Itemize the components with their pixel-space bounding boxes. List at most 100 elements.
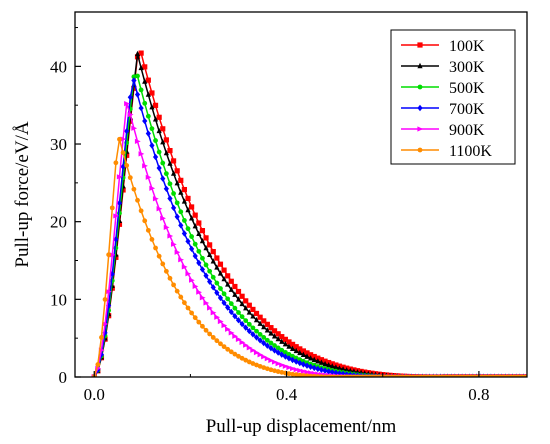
y-tick-label: 40 — [50, 57, 67, 76]
data-point — [271, 359, 278, 365]
data-point — [199, 266, 206, 273]
legend-marker — [417, 42, 423, 48]
data-point — [120, 163, 126, 170]
data-point — [138, 87, 144, 93]
data-point — [214, 289, 220, 296]
data-point — [261, 323, 267, 330]
data-point — [315, 374, 321, 377]
data-point — [124, 101, 130, 107]
data-point — [149, 103, 155, 110]
data-point — [131, 77, 137, 84]
data-point — [207, 251, 213, 258]
data-point — [250, 347, 257, 353]
data-point — [253, 350, 260, 356]
data-point — [293, 355, 299, 361]
data-point — [225, 273, 231, 279]
data-point — [254, 362, 259, 368]
data-point — [149, 142, 155, 149]
data-point — [174, 168, 180, 174]
legend-item: 100K — [401, 38, 485, 55]
data-point — [297, 346, 303, 352]
data-point — [109, 205, 115, 211]
data-point — [199, 295, 206, 301]
data-point — [117, 136, 122, 142]
data-point — [239, 339, 246, 345]
data-point — [250, 313, 256, 319]
data-point — [178, 189, 184, 195]
data-point — [152, 196, 159, 202]
data-point — [235, 296, 242, 302]
data-point — [228, 330, 235, 336]
data-point — [149, 236, 155, 242]
data-point — [203, 244, 209, 251]
data-point — [271, 328, 278, 334]
data-point — [131, 125, 138, 131]
data-point — [214, 338, 220, 344]
data-point — [235, 288, 242, 295]
data-point — [192, 283, 199, 289]
data-point — [170, 170, 177, 176]
data-point — [279, 362, 285, 368]
data-point — [261, 318, 267, 324]
y-tick-label: 10 — [50, 290, 67, 309]
data-point — [163, 185, 169, 192]
data-point — [300, 348, 307, 354]
data-point — [329, 363, 335, 369]
data-point — [261, 335, 267, 340]
data-point — [290, 353, 295, 359]
data-point — [163, 224, 170, 230]
data-point — [174, 180, 180, 186]
data-point — [163, 149, 169, 156]
data-point — [268, 325, 274, 331]
data-point — [134, 138, 141, 144]
data-point — [268, 330, 274, 336]
data-point — [156, 164, 162, 172]
data-point — [196, 230, 202, 236]
data-point — [318, 366, 325, 374]
data-point — [257, 352, 264, 358]
data-point — [322, 374, 328, 377]
data-point — [311, 356, 317, 363]
data-point — [199, 237, 206, 244]
data-point — [189, 215, 195, 221]
data-point — [308, 355, 314, 361]
data-point — [196, 319, 202, 325]
data-point — [131, 74, 137, 80]
data-point — [217, 270, 224, 276]
data-point — [217, 294, 224, 302]
data-point — [142, 163, 148, 169]
data-point — [138, 151, 145, 157]
data-point — [196, 289, 203, 295]
legend-label: 500K — [449, 80, 485, 97]
x-axis-title: Pull-up displacement/nm — [206, 416, 397, 437]
data-point — [271, 333, 278, 339]
data-point — [264, 356, 271, 362]
data-point — [120, 136, 127, 142]
data-point — [228, 308, 234, 316]
data-point — [189, 310, 195, 316]
y-tick-label: 30 — [50, 135, 67, 154]
data-point — [167, 195, 173, 202]
data-point — [127, 94, 133, 101]
data-point — [228, 278, 234, 284]
data-point — [246, 327, 252, 335]
data-point — [243, 324, 249, 331]
data-point — [218, 286, 223, 291]
data-point — [293, 372, 299, 377]
data-point — [210, 310, 217, 316]
legend-item: 700K — [401, 101, 485, 118]
legend-marker — [417, 84, 423, 90]
legend-box — [390, 29, 516, 165]
data-point — [239, 355, 245, 361]
data-point — [153, 245, 158, 251]
data-point — [228, 301, 234, 307]
data-point — [160, 215, 166, 221]
data-point — [311, 364, 317, 372]
data-point — [225, 304, 231, 311]
data-point — [189, 277, 195, 283]
ticks-layer: 0.0 0.4 0.8 0 10 20 30 40 — [50, 27, 490, 404]
data-point — [239, 314, 245, 320]
data-point — [210, 284, 216, 291]
data-point — [210, 274, 216, 280]
